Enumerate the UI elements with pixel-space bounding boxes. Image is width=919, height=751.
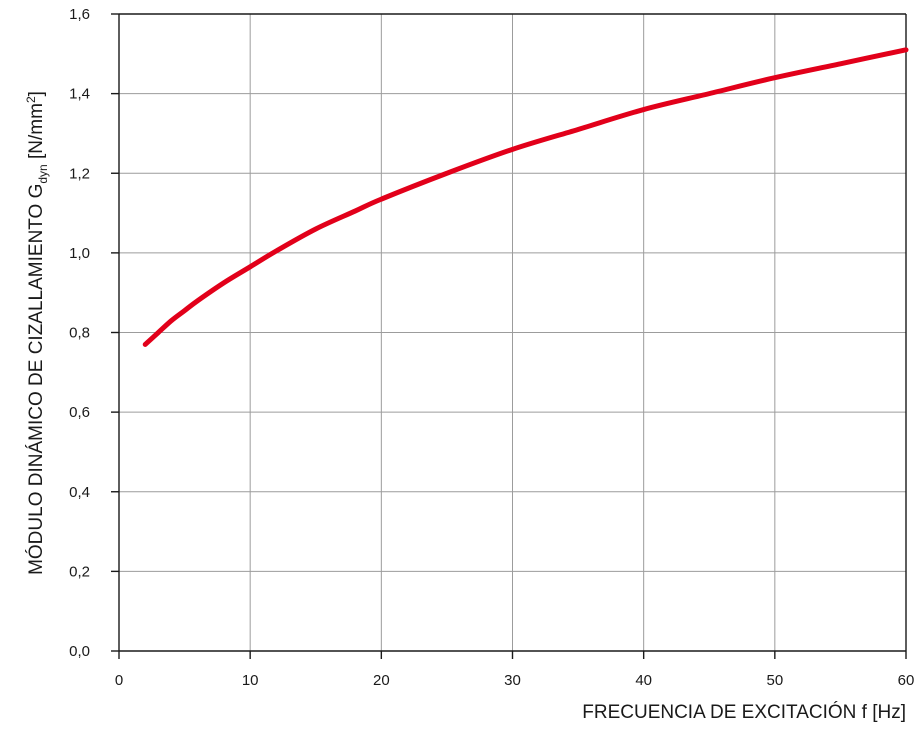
series-layer [142,47,909,347]
y-axis-title-subscript: dyn [36,164,50,183]
y-tick-label-4: 0,8 [69,325,90,342]
x-tick-label-3: 30 [504,672,521,689]
y-tick-label-6: 1,2 [69,165,90,182]
x-tick-label-0: 0 [115,672,123,689]
x-tick-label-6: 60 [898,672,915,689]
x-tick-label-1: 10 [242,672,259,689]
x-tick-label-2: 20 [373,672,390,689]
x-axis-title: FRECUENCIA DE EXCITACIÓN f [Hz] [582,701,906,723]
axes [111,13,907,659]
x-tick-label-5: 50 [766,672,783,689]
y-tick-label-2: 0,4 [69,484,90,501]
y-tick-label-0: 0,0 [69,643,90,660]
x-tick-label-4: 40 [635,672,652,689]
tick-labels: 0 10 20 30 40 50 60 0,0 0,2 0,4 0,6 0,8 1,0 1,2 1,4 1,6 [69,6,914,689]
y-axis-title-unit-open: [N/mm [26,103,47,164]
y-tick-label-3: 0,6 [69,404,90,421]
y-axis-title-unit-close: ] [26,91,47,96]
y-tick-label-8: 1,6 [69,6,90,23]
y-axis-title-superscript: 2 [24,96,38,103]
y-tick-label-5: 1,0 [69,245,90,262]
grid [119,14,906,651]
y-tick-label-1: 0,2 [69,563,90,580]
y-tick-label-7: 1,4 [69,86,90,103]
y-axis-title: MÓDULO DINÁMICO DE CIZALLAMIENTO Gdyn [N… [24,91,50,575]
series-line-0 [142,47,909,347]
y-axis-title-main: MÓDULO DINÁMICO DE CIZALLAMIENTO G [25,184,47,575]
